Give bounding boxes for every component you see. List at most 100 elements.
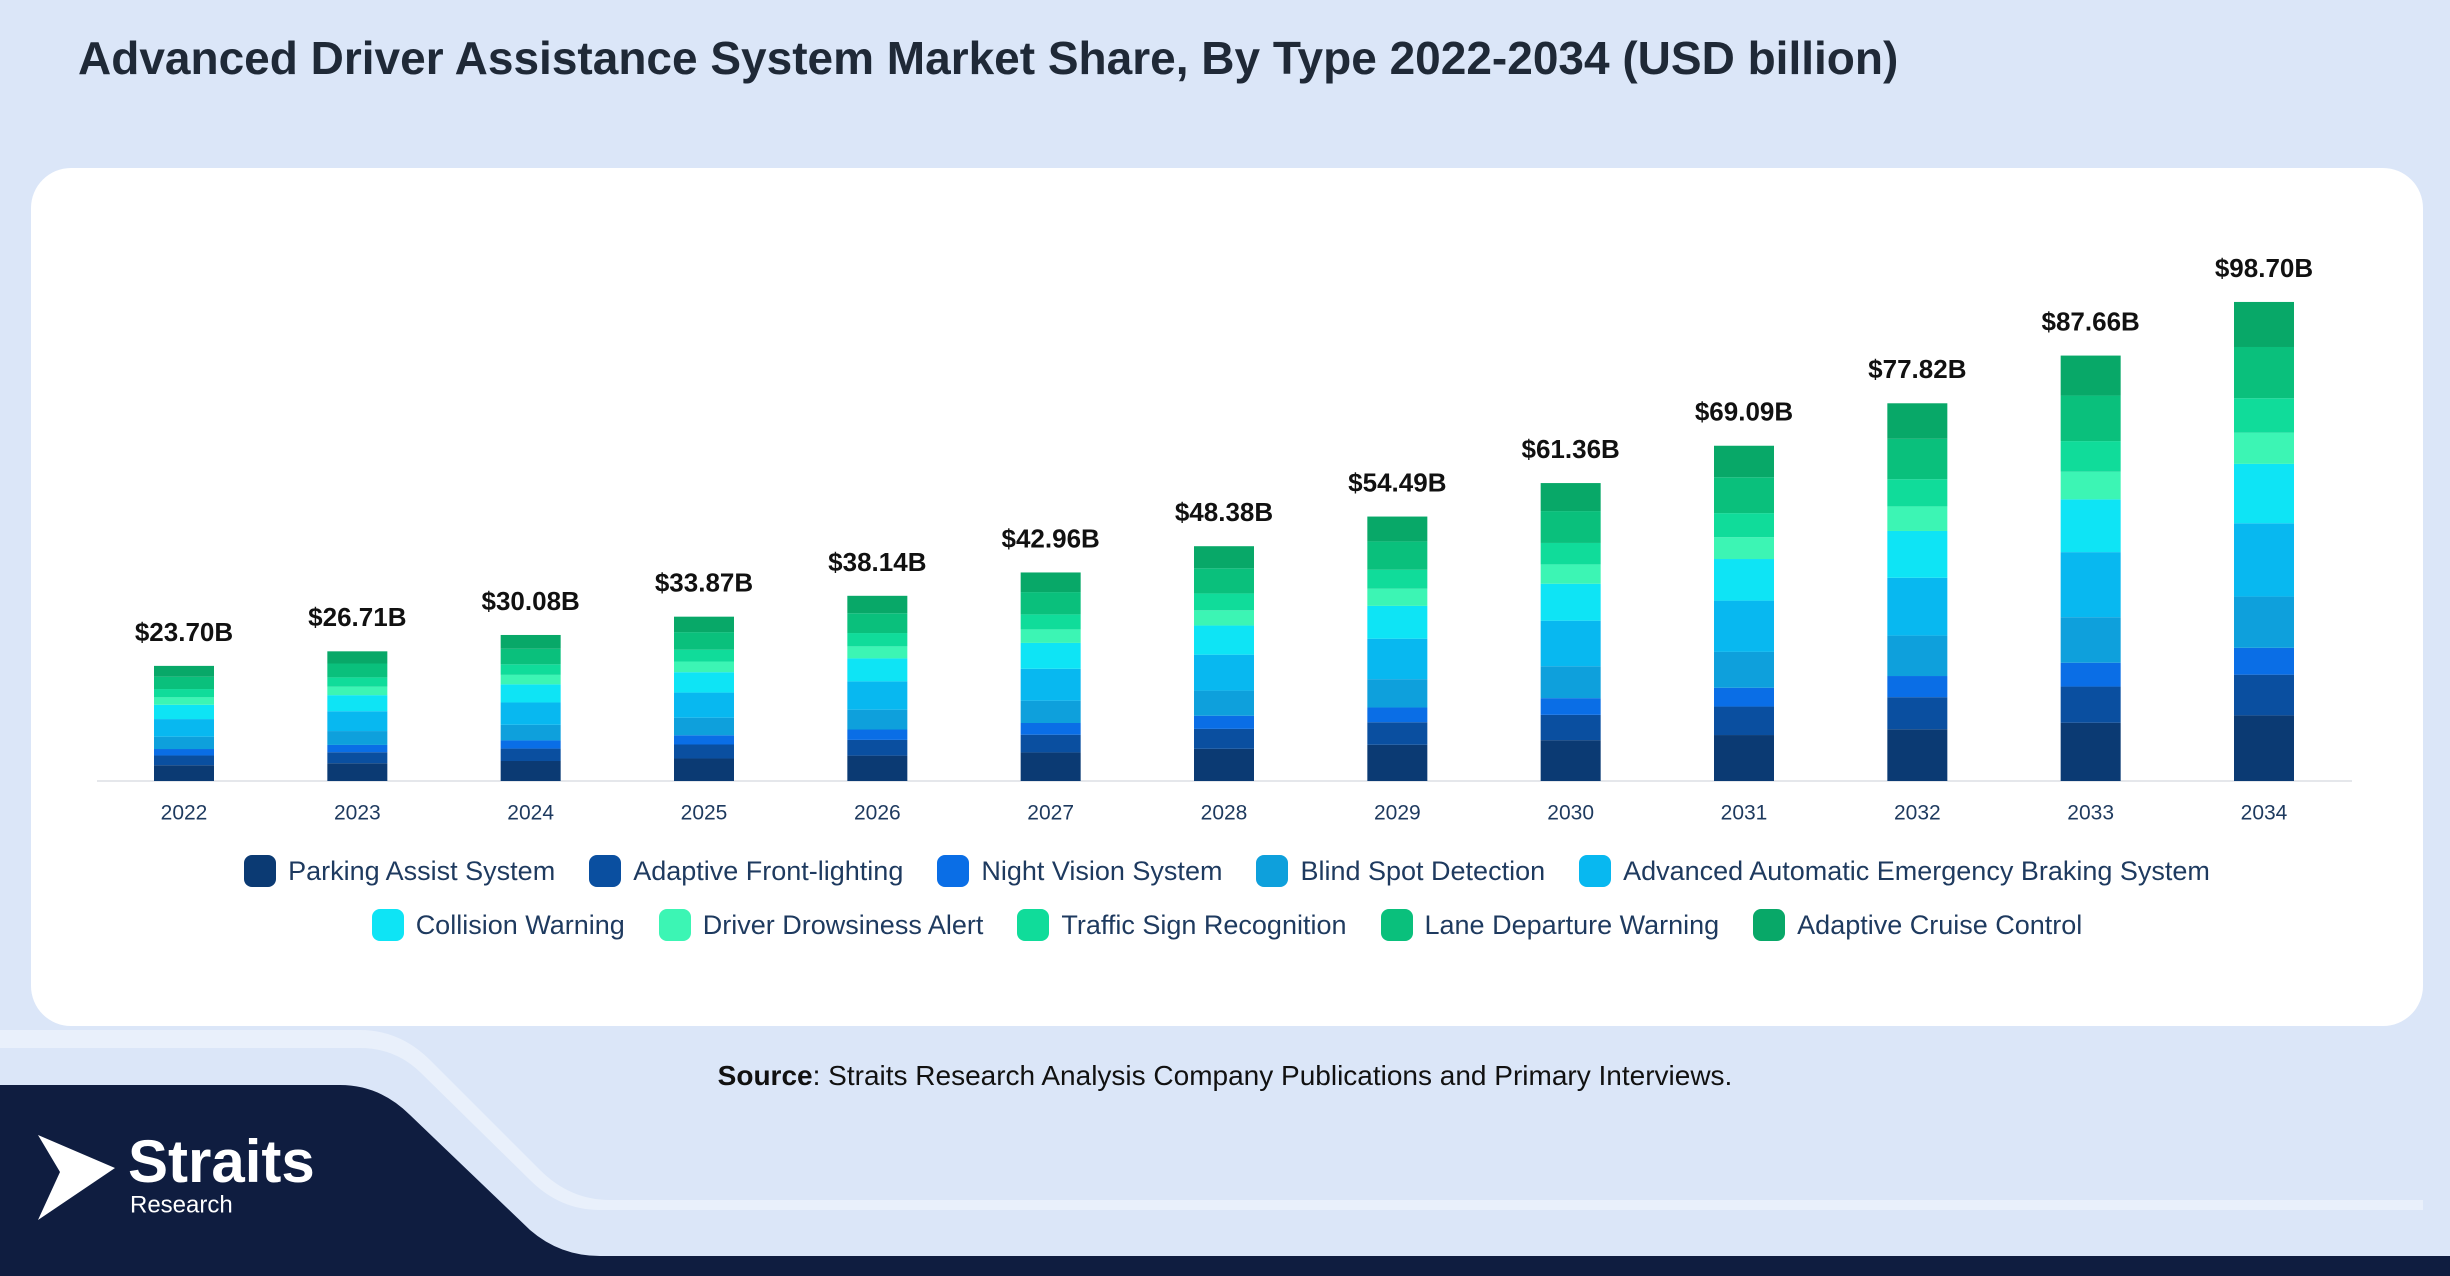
bar-segment [1194,568,1254,594]
bar-segment [1367,679,1428,708]
legend-row: Parking Assist System Adaptive Front-ligh… [244,855,2210,887]
bar-segment [1714,477,1774,514]
bar-segment [327,752,388,764]
bar-segment [847,729,908,740]
legend-item[interactable]: Driver Drowsiness Alert [658,909,983,941]
total-label: $77.82B [1868,354,1966,384]
bar-segment [1540,583,1601,621]
bar-segment [1020,572,1081,593]
bar-segment [2060,499,2121,553]
bar-segment [1540,620,1601,667]
bar-segment [327,744,388,753]
bar-segment [1540,511,1601,543]
bar-segment [674,661,734,673]
bar-segment [327,651,388,664]
bar-segment [1540,564,1601,584]
bar-segment [674,672,734,693]
bar-segment [500,674,561,685]
bar-segment [2234,398,2294,433]
bar-segment [2234,346,2294,399]
bar-segment [847,646,908,659]
bar-segment [1367,605,1428,639]
x-tick-label: 2024 [507,802,554,825]
bar-segment [1020,723,1081,735]
total-label: $98.70B [2215,253,2313,283]
bar-segment [327,663,388,678]
source-label: Source [717,1060,813,1091]
bar-segment [1714,687,1774,707]
bar-segment [847,658,908,682]
bar-segment [2234,432,2294,464]
bar-segment [1887,530,1948,578]
bar-segment [1194,728,1254,749]
bar-segment [1367,541,1428,570]
total-label: $61.36B [1522,434,1620,464]
legend-swatch [937,855,970,887]
chart-title: Advanced Driver Assistance System Market… [78,32,1898,84]
bar-segment [327,695,388,712]
bar-segment [2234,301,2294,347]
bar-segment [2060,722,2121,781]
total-label: $33.87B [655,568,753,598]
bar-segment [1194,748,1254,781]
bar-segment [154,749,214,756]
source-text: : Straits Research Analysis Company Publ… [812,1060,1733,1091]
bar-segment [2060,686,2121,723]
bar-segment [154,697,214,705]
x-tick-label: 2034 [2241,802,2288,825]
bar-segment [327,763,388,781]
bar-segment [1887,438,1948,480]
bar-segment [847,709,908,730]
x-tick-label: 2030 [1547,802,1594,825]
legend-swatch [1753,909,1786,941]
legend-swatch [1380,909,1413,941]
bar-segment [1714,600,1774,652]
legend-item[interactable]: Night Vision System [937,855,1222,887]
footer-band [0,1085,2450,1276]
legend-item[interactable]: Parking Assist System [244,855,555,887]
bar-segment [1887,729,1948,781]
total-label: $38.14B [828,547,926,577]
bar-segment [154,704,214,720]
bar-segment [1020,700,1081,724]
bar-segment [674,632,734,650]
logo-name: Straits [128,1128,315,1195]
legend-row: Collision Warning Driver Drowsiness Alert… [371,909,2082,941]
x-tick-label: 2022 [161,802,208,825]
legend-item[interactable]: Blind Spot Detection [1256,855,1545,887]
total-label: $30.08B [482,586,580,616]
bar-segment [1540,714,1601,741]
bar-segment [2060,395,2121,442]
bar-segment [2234,523,2294,597]
bar-segment [674,692,734,718]
bar-segment [327,677,388,687]
legend-label: Night Vision System [981,855,1223,886]
bar-segment [1367,588,1428,606]
bar-segment [500,664,561,675]
legend-item[interactable]: Traffic Sign Recognition [1017,909,1347,941]
bar-segment [674,758,734,781]
bar-segment [1714,537,1774,560]
source: Source: Straits Research Analysis Compan… [0,1060,2450,1092]
x-tick-label: 2025 [681,802,728,825]
bar-segment [1540,740,1601,781]
legend-item[interactable]: Adaptive Front-lighting [589,855,903,887]
legend-item[interactable]: Adaptive Cruise Control [1753,909,2082,941]
x-tick-label: 2029 [1374,802,1421,825]
bar-segment [1887,577,1948,636]
bar-segment [1367,516,1428,542]
bar-segment [1194,593,1254,611]
legend-item[interactable]: Lane Departure Warning [1380,909,1719,941]
total-label: $87.66B [2042,306,2140,336]
legend-item[interactable]: Collision Warning [371,909,625,941]
bar-segment [1714,651,1774,688]
x-tick-label: 2032 [1894,802,1941,825]
bar-segment [674,616,734,633]
bar-segment [500,748,561,762]
bar-segment [2234,463,2294,524]
bar-segment [1367,722,1428,745]
bar-segment [2234,596,2294,648]
legend-item[interactable]: Advanced Automatic Emergency Braking Sys… [1579,855,2210,887]
